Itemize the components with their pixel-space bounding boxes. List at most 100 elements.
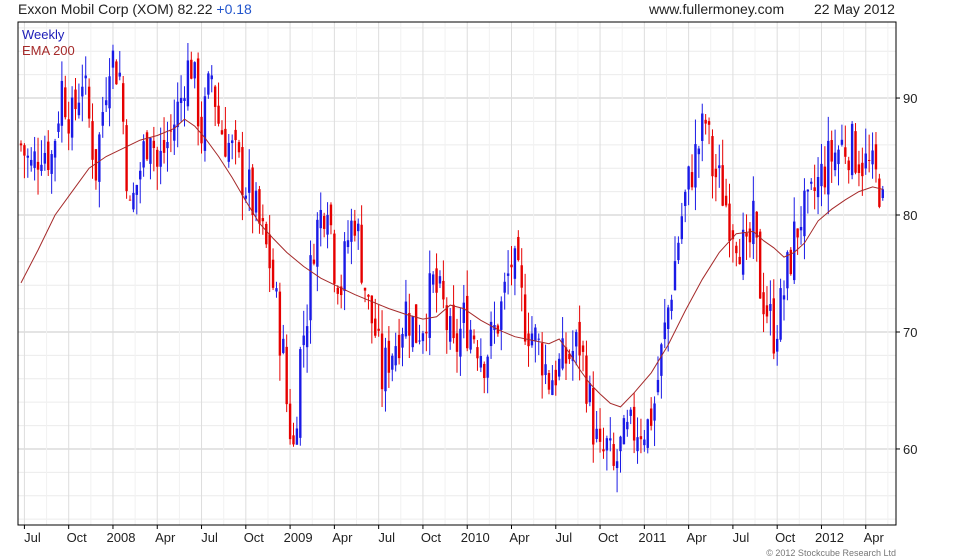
- candle-body: [438, 276, 442, 284]
- candle-body: [408, 312, 411, 336]
- candle-body: [196, 58, 200, 127]
- candle-body: [840, 139, 844, 145]
- candle-body: [47, 141, 50, 170]
- candle-body: [220, 130, 224, 135]
- x-tick-label: 2011: [638, 530, 666, 545]
- candle-body: [258, 189, 261, 224]
- candle-body: [265, 223, 268, 245]
- candle-body: [551, 380, 554, 396]
- candle-body: [442, 280, 445, 300]
- candle-body: [694, 144, 697, 188]
- y-axis: 60 70 80 90: [896, 91, 917, 457]
- candle-body: [592, 387, 595, 445]
- candle-body: [857, 164, 861, 174]
- candle-body: [622, 418, 626, 445]
- candle-body: [282, 338, 285, 353]
- candle-body: [374, 318, 377, 336]
- candle-body: [748, 228, 752, 243]
- candle-body: [268, 234, 271, 269]
- y-tick-label: 80: [903, 208, 917, 223]
- candle-body: [397, 334, 401, 359]
- candle-body: [333, 233, 336, 284]
- candle-body: [629, 409, 632, 416]
- candle-body: [227, 142, 230, 162]
- candle-body: [346, 240, 350, 248]
- candle-body: [684, 191, 687, 206]
- candle-body: [803, 190, 806, 237]
- candle-body: [292, 435, 295, 445]
- candle-body: [690, 172, 694, 188]
- candle-body: [176, 101, 179, 128]
- candle-body: [353, 220, 357, 236]
- candle-body: [854, 131, 857, 173]
- candle-body: [329, 204, 333, 226]
- candle-body: [60, 80, 64, 126]
- candle-body: [820, 163, 823, 187]
- candle-body: [847, 160, 850, 171]
- x-tick-label: 2008: [107, 530, 136, 545]
- candle-body: [67, 119, 70, 134]
- candle-body: [486, 356, 489, 378]
- candle-body: [87, 86, 91, 119]
- candle-body: [186, 60, 190, 107]
- candle-body: [125, 125, 128, 192]
- candle-body: [571, 350, 575, 362]
- candle-body: [813, 187, 816, 191]
- candle-body: [741, 229, 745, 275]
- candle-body: [479, 356, 483, 368]
- instrument-title: Exxon Mobil Corp (XOM) 82.22 +0.18: [18, 1, 252, 17]
- candle-body: [782, 295, 786, 300]
- candle-body: [224, 128, 227, 157]
- candle-body: [506, 273, 510, 276]
- candle-body: [234, 129, 237, 141]
- candle-body: [557, 358, 561, 377]
- candle-body: [721, 165, 724, 206]
- candle-body: [118, 72, 121, 77]
- candle-body: [77, 102, 81, 116]
- candle-body: [322, 215, 326, 229]
- price-change: +0.18: [216, 1, 252, 17]
- candle-body: [796, 228, 799, 238]
- x-axis: Jul Oct 2008 Apr Jul Oct 2009 Apr Jul Oct 2010 Apr J…: [23, 525, 885, 545]
- candle-body: [309, 255, 312, 321]
- candle-body: [653, 403, 656, 421]
- last-price: 82.22: [177, 1, 213, 17]
- candle-body: [391, 355, 394, 370]
- x-tick-label: Apr: [155, 530, 176, 545]
- candle-body: [370, 295, 374, 324]
- candle-body: [435, 268, 438, 293]
- candle-body: [418, 340, 421, 342]
- candle-body: [452, 304, 455, 339]
- candle-body: [799, 226, 803, 231]
- candle-body: [547, 373, 551, 390]
- candle-body: [837, 149, 840, 165]
- candle-body: [445, 305, 448, 331]
- candle-body: [762, 292, 765, 315]
- candle-body: [57, 123, 60, 132]
- candle-body: [639, 436, 643, 440]
- candle-body: [203, 96, 207, 151]
- x-tick-label: Oct: [67, 530, 88, 545]
- candle-body: [789, 249, 793, 275]
- candle-body: [179, 97, 183, 104]
- candle-body: [326, 214, 329, 235]
- candle-body: [401, 333, 404, 348]
- candle-body: [384, 347, 387, 392]
- x-tick-label: Jul: [201, 530, 218, 545]
- candle-body: [84, 75, 87, 79]
- candle-body: [517, 236, 520, 261]
- candle-body: [833, 152, 837, 171]
- candle-body: [70, 97, 74, 138]
- candle-body: [534, 327, 537, 342]
- candle-body: [91, 121, 94, 160]
- candle-body: [302, 335, 305, 346]
- source-site-link[interactable]: www.fullermoney.com: [649, 1, 785, 17]
- candle-body: [367, 294, 370, 297]
- candle-body: [503, 281, 506, 293]
- candle-body: [500, 301, 503, 330]
- candle-body: [360, 224, 363, 283]
- candle-body: [489, 321, 493, 347]
- x-tick-label: Oct: [775, 530, 796, 545]
- candle-body: [380, 333, 384, 390]
- candle-body: [316, 219, 319, 267]
